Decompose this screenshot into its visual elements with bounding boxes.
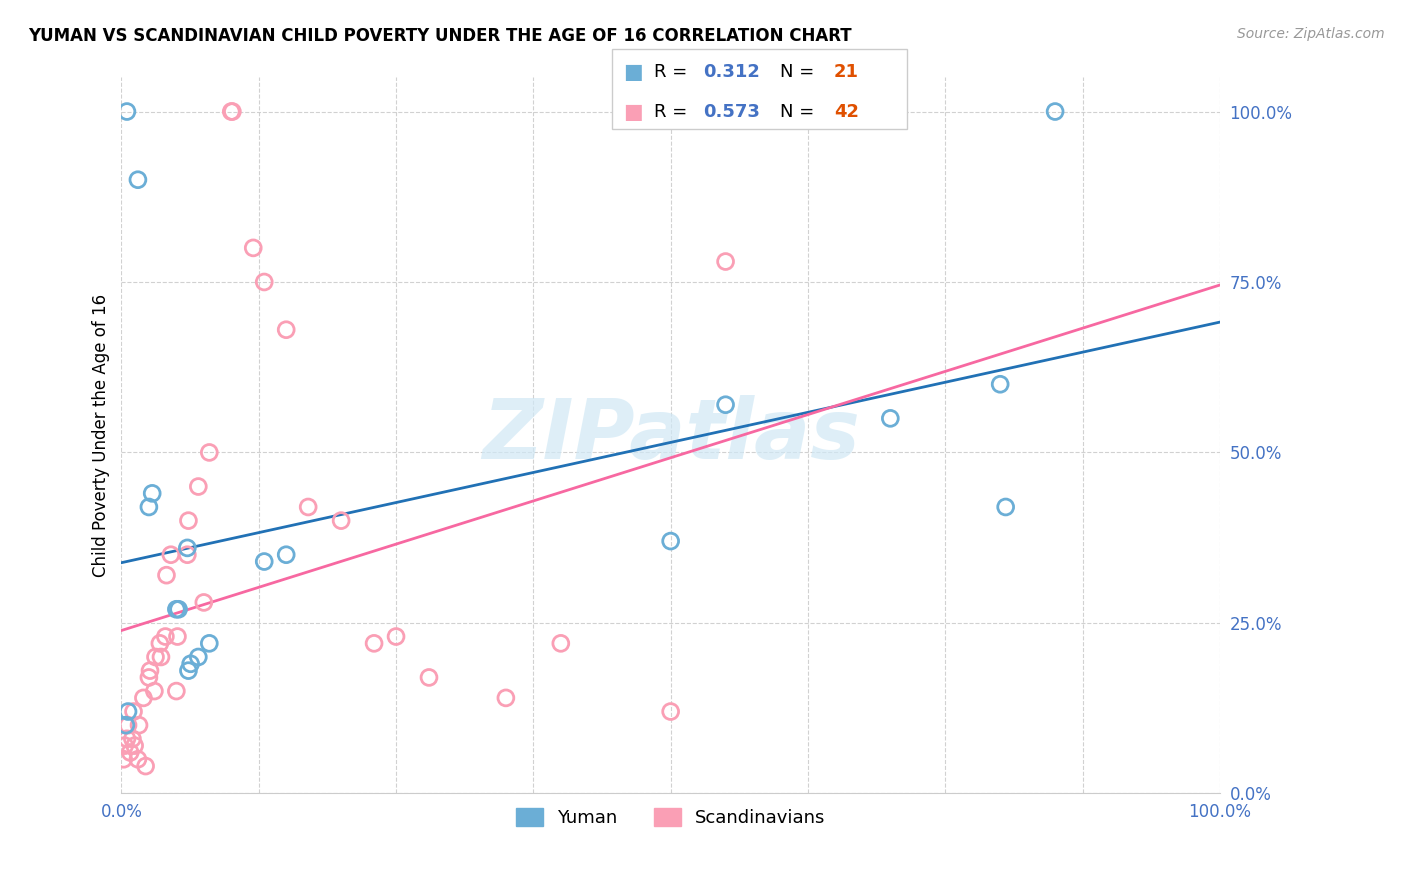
Point <box>253 275 276 289</box>
Point <box>418 670 440 684</box>
Point <box>167 602 190 616</box>
Point <box>127 172 149 186</box>
Point <box>127 752 149 766</box>
Point <box>165 602 187 616</box>
Text: ■: ■ <box>623 62 643 81</box>
Point <box>114 739 136 753</box>
Text: ZIPatlas: ZIPatlas <box>482 395 859 476</box>
Point <box>297 500 319 514</box>
Point <box>115 104 138 119</box>
Point <box>124 739 146 753</box>
Point <box>253 555 276 569</box>
Point <box>114 718 136 732</box>
Point <box>132 690 155 705</box>
Point <box>138 500 160 514</box>
Point <box>714 254 737 268</box>
Point <box>385 630 408 644</box>
Point <box>176 548 198 562</box>
Point <box>165 684 187 698</box>
Text: 0.312: 0.312 <box>703 62 759 80</box>
Point <box>330 514 353 528</box>
Point <box>145 650 167 665</box>
Point <box>160 548 183 562</box>
Point <box>193 595 215 609</box>
Point <box>276 323 298 337</box>
Point <box>242 241 264 255</box>
Point <box>550 636 572 650</box>
Point <box>112 752 135 766</box>
Point <box>155 630 177 644</box>
Point <box>120 746 142 760</box>
Y-axis label: Child Poverty Under the Age of 16: Child Poverty Under the Age of 16 <box>93 293 110 577</box>
Point <box>219 104 242 119</box>
Text: ■: ■ <box>623 102 643 121</box>
Point <box>117 718 139 732</box>
Point <box>149 650 172 665</box>
Point <box>659 705 682 719</box>
Point <box>177 664 200 678</box>
Text: 42: 42 <box>834 103 859 120</box>
Point <box>198 445 221 459</box>
Point <box>166 630 188 644</box>
Point <box>994 500 1017 514</box>
Text: R =: R = <box>654 62 693 80</box>
Point <box>988 377 1011 392</box>
Point <box>149 636 172 650</box>
Point <box>135 759 157 773</box>
Point <box>141 486 163 500</box>
Point <box>221 104 243 119</box>
Text: N =: N = <box>780 103 820 120</box>
Point <box>121 731 143 746</box>
Text: N =: N = <box>780 62 820 80</box>
Point <box>363 636 385 650</box>
Point <box>659 534 682 549</box>
Point <box>139 664 162 678</box>
Point <box>187 650 209 665</box>
Point <box>143 684 166 698</box>
Text: Source: ZipAtlas.com: Source: ZipAtlas.com <box>1237 27 1385 41</box>
Point <box>177 514 200 528</box>
Point <box>155 568 177 582</box>
Point <box>128 718 150 732</box>
Text: 0.573: 0.573 <box>703 103 759 120</box>
Point <box>176 541 198 555</box>
Point <box>115 731 138 746</box>
Point <box>198 636 221 650</box>
Legend: Yuman, Scandinavians: Yuman, Scandinavians <box>509 801 832 834</box>
Point <box>495 690 517 705</box>
Text: 21: 21 <box>834 62 859 80</box>
Text: R =: R = <box>654 103 693 120</box>
Point <box>122 705 145 719</box>
Point <box>714 398 737 412</box>
Point <box>276 548 298 562</box>
Point <box>1043 104 1066 119</box>
Point <box>180 657 202 671</box>
Text: YUMAN VS SCANDINAVIAN CHILD POVERTY UNDER THE AGE OF 16 CORRELATION CHART: YUMAN VS SCANDINAVIAN CHILD POVERTY UNDE… <box>28 27 852 45</box>
Point <box>187 479 209 493</box>
Point <box>879 411 901 425</box>
Point <box>117 705 139 719</box>
Point <box>138 670 160 684</box>
